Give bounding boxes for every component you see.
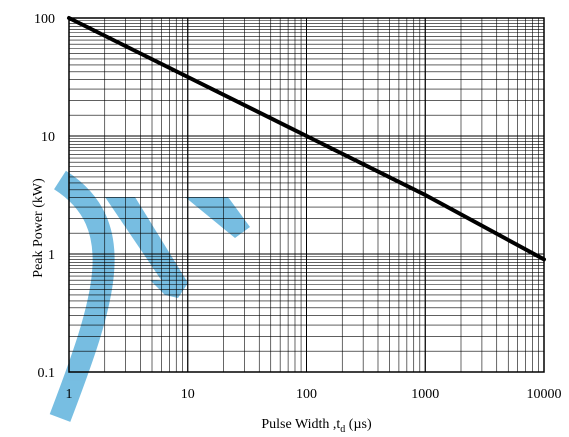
x-tick-label: 1 — [66, 387, 73, 402]
tick-labels: 1 10 100 1000 10000 0.1 1 10 100 — [34, 12, 562, 402]
x-axis-title-main: Pulse Width ,t — [261, 417, 340, 432]
y-tick-label: 10 — [41, 130, 55, 145]
watermark-stroke-left — [105, 197, 188, 296]
x-axis-title-subscript: d — [340, 424, 345, 435]
x-tick-label: 100 — [296, 387, 317, 402]
x-axis-title-unit: (µs) — [345, 417, 372, 432]
watermark-logo — [49, 170, 250, 422]
y-tick-label: 100 — [34, 12, 55, 27]
x-axis-title: Pulse Width ,td (µs) — [261, 417, 372, 435]
y-axis-title: Peak Power (kW) — [31, 178, 46, 278]
watermark-arc — [49, 170, 115, 422]
x-tick-label: 1000 — [411, 387, 439, 402]
grid — [68, 17, 545, 373]
series-line — [67, 16, 546, 262]
plot-frame — [68, 17, 545, 373]
y-tick-label: 1 — [48, 248, 55, 263]
watermark-stroke-right — [185, 197, 250, 238]
x-tick-label: 10000 — [527, 387, 562, 402]
y-tick-label: 0.1 — [38, 366, 56, 381]
series-group — [67, 16, 546, 262]
x-tick-label: 10 — [181, 387, 195, 402]
